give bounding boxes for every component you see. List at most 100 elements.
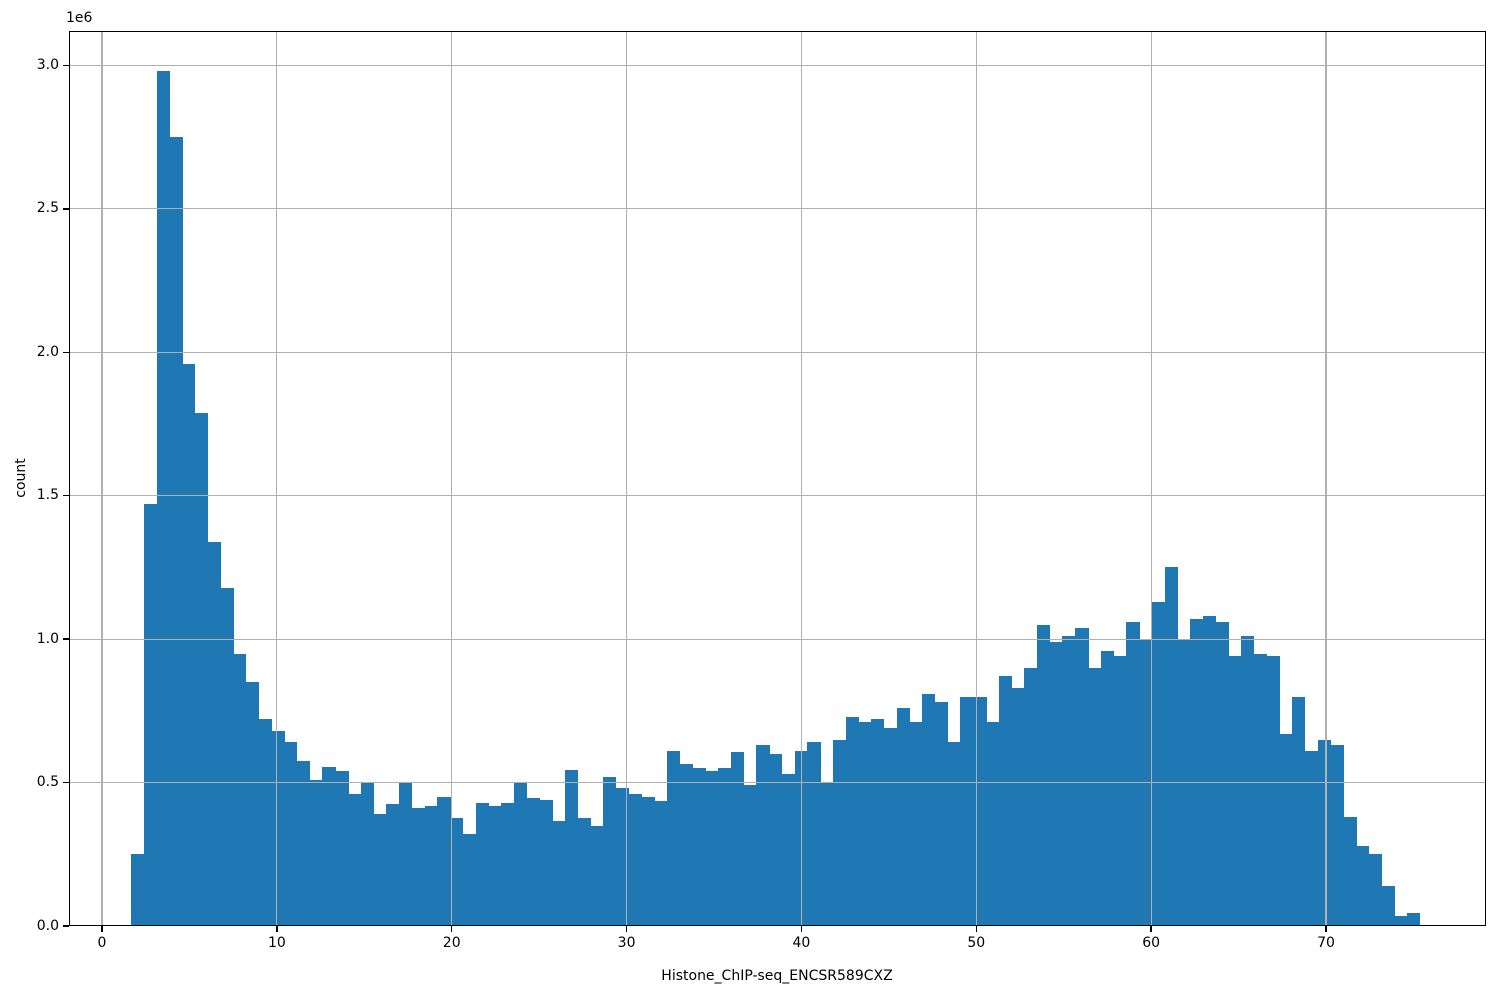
histogram-bar: [501, 802, 515, 926]
histogram-bar: [194, 412, 209, 926]
histogram-bar: [386, 804, 400, 926]
y-tick-label: 2.0: [36, 343, 59, 360]
histogram-bar: [220, 587, 234, 926]
x-gridline: [451, 31, 453, 926]
y-tick-label: 3.0: [36, 56, 59, 73]
histogram-bar: [360, 782, 375, 926]
histogram-bar: [169, 137, 183, 926]
histogram-bar: [1368, 854, 1383, 926]
histogram-bar: [1343, 817, 1357, 926]
x-tick-mark: [975, 926, 977, 932]
x-tick-label: 20: [442, 935, 461, 951]
histogram-bar: [450, 818, 464, 926]
x-axis-label: Histone_ChIP-seq_ENCSR589CXZ: [661, 968, 893, 984]
histogram-bar: [654, 801, 668, 926]
y-tick-label: 1.5: [36, 487, 59, 504]
histogram-bar: [1228, 656, 1242, 926]
histogram-bar: [258, 719, 272, 926]
histogram-bar: [513, 782, 528, 926]
histogram-bar: [1292, 696, 1306, 926]
x-tick-mark: [1325, 926, 1327, 932]
histogram-bar: [1126, 621, 1140, 926]
histogram-bar: [1075, 627, 1089, 926]
y-tick-mark: [63, 351, 69, 353]
x-gridline: [625, 31, 628, 926]
histogram-bar: [1011, 687, 1025, 926]
histogram-bar: [577, 818, 591, 926]
histogram-bar: [960, 696, 974, 926]
histogram-bar: [143, 504, 158, 926]
histogram-bar: [411, 808, 426, 926]
y-tick-label: 0.0: [36, 917, 59, 934]
y-gridline: [69, 64, 1486, 67]
x-tick-label: 50: [967, 935, 986, 951]
histogram-bar: [1190, 619, 1204, 926]
histogram-bar: [896, 708, 910, 926]
histogram-bar: [1279, 733, 1293, 926]
histogram-bar: [743, 785, 757, 926]
histogram-bar: [845, 716, 859, 926]
y-tick-mark: [63, 495, 69, 497]
histogram-bar: [1202, 616, 1217, 926]
y-tick-mark: [63, 208, 69, 210]
histogram-bar: [883, 728, 898, 926]
histogram-bar: [947, 742, 961, 926]
histogram-bar: [462, 834, 477, 926]
histogram-bar: [1317, 739, 1332, 926]
plot-area: [69, 31, 1486, 926]
histogram-bar: [666, 751, 681, 926]
y-gridline: [69, 351, 1486, 353]
histogram-bar: [284, 742, 298, 926]
histogram-bar: [1087, 667, 1102, 926]
histogram-bar: [296, 761, 311, 926]
histogram-bar: [1100, 650, 1115, 926]
x-tick-label: 30: [617, 935, 636, 951]
histogram-bar: [590, 825, 604, 926]
histogram-bar: [233, 653, 247, 926]
y-tick-mark: [63, 781, 69, 784]
y-tick-label: 1.0: [36, 630, 59, 647]
histogram-bar: [424, 805, 438, 926]
histogram-bar: [539, 799, 553, 926]
histogram-bar: [756, 745, 770, 926]
y-gridline: [69, 638, 1486, 640]
x-tick-label: 70: [1317, 935, 1335, 951]
histogram-bar: [832, 739, 847, 926]
x-gridline: [1325, 31, 1327, 926]
histogram-bar: [679, 763, 694, 926]
histogram-bar: [373, 814, 387, 926]
histogram-bar: [628, 794, 642, 926]
y-tick-label: 0.5: [36, 774, 59, 791]
x-tick-label: 60: [1142, 935, 1161, 951]
histogram-bar: [322, 766, 336, 926]
histogram-bar: [922, 693, 936, 926]
histogram-bar: [858, 722, 872, 926]
histogram-bar: [909, 722, 923, 926]
histogram-bar: [1049, 642, 1064, 926]
histogram-bar: [245, 682, 260, 926]
histogram-bar: [1330, 745, 1344, 926]
histogram-bar: [347, 794, 362, 926]
x-gridline: [1150, 31, 1152, 926]
histogram-bar: [615, 788, 630, 926]
histogram-bar: [871, 719, 885, 926]
histogram-bar: [1062, 636, 1076, 926]
histogram-bar: [309, 779, 324, 926]
histogram-bar: [1215, 621, 1229, 926]
x-gridline: [276, 31, 278, 926]
histogram-bar: [1241, 636, 1255, 926]
y-gridline: [69, 495, 1486, 497]
y-gridline: [69, 208, 1486, 210]
histogram-bar: [131, 854, 145, 926]
x-gridline: [975, 31, 977, 926]
histogram-bar: [769, 753, 783, 926]
x-tick-label: 10: [267, 935, 286, 951]
histogram-bar: [182, 363, 196, 926]
histogram-bar: [1381, 885, 1395, 926]
y-gridline: [69, 781, 1486, 784]
histogram-bar: [398, 782, 413, 926]
histogram-bar: [475, 802, 489, 926]
histogram-bar: [1151, 601, 1166, 926]
histogram-bar: [603, 776, 617, 926]
